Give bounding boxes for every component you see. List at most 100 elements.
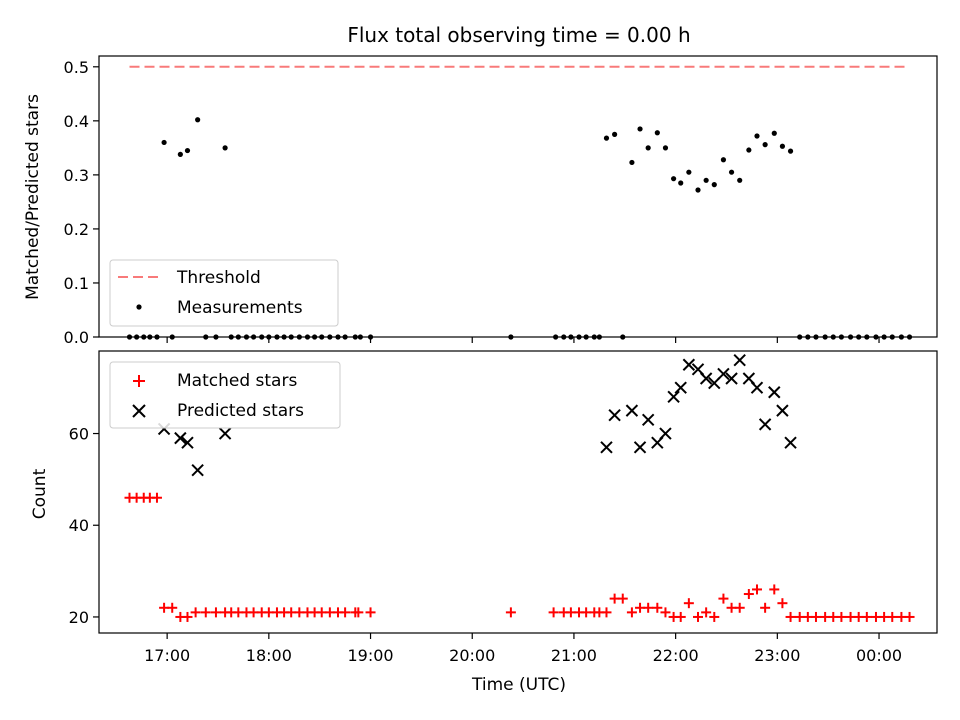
predicted-star-point [181,436,194,449]
predicted-star-point [733,353,746,367]
measurement-point [184,147,191,154]
predicted-star-point [625,404,639,417]
matched-star-point [601,607,612,618]
predicted-star-point [750,381,764,394]
y-tick-label: 0.2 [64,220,89,239]
count-y-axis-label: Count [30,468,50,519]
matched-star-point [626,607,637,618]
measurement-point [335,334,341,340]
measurement-point [213,334,219,340]
matched-star-point [353,607,364,618]
measurement-point [787,148,794,154]
matched-star-point [785,611,796,622]
matched-star-point [777,598,788,609]
measurement-point [288,334,294,340]
measurements-legend-label: Measurements [177,298,303,318]
ratio-legend: Threshold Measurements [109,259,339,327]
y-tick-label: 20 [69,608,89,627]
x-tick-label: 22:00 [653,646,699,665]
count-legend-box [109,361,341,429]
measurement-point [629,159,635,166]
matched-star-point [505,607,516,618]
matched-stars-legend-label: Matched stars [177,371,297,391]
measurement-point [797,334,803,340]
threshold-legend-label: Threshold [176,268,261,288]
measurement-point [728,169,735,175]
matched-star-point [760,602,771,613]
predicted-star-point [667,390,680,404]
measurement-point [754,133,760,139]
measurement-point [508,334,514,340]
measurement-point [235,334,241,340]
measurement-point [281,334,287,340]
measurement-point [296,334,302,340]
predicted-star-point [699,372,713,385]
measurement-point [654,130,660,136]
matched-star-point [887,611,898,622]
measurement-point [576,334,582,340]
measurement-point [838,334,845,340]
predicted-stars-legend-label: Predicted stars [177,401,304,421]
matched-star-point [210,607,221,618]
x-tick-label: 17:00 [144,646,190,665]
y-tick-label: 60 [69,425,89,444]
matched-star-point [810,611,821,622]
matched-star-point [190,607,201,618]
y-tick-label: 0.0 [64,328,89,347]
count-y-ticks: 20 40 60 [69,425,99,627]
measurement-point [703,177,709,183]
x-tick-label: 23:00 [754,646,800,665]
matched-star-point [751,584,762,595]
measurement-point [898,334,905,340]
measurement-point [847,334,854,340]
matched-star-point [652,602,663,613]
measurement-point [583,334,589,340]
measurement-point [889,334,895,340]
matched-stars-points [124,492,915,622]
predicted-star-point [633,441,647,454]
measurement-point [779,143,786,149]
measurement-point [319,334,325,340]
measurement-point [822,334,828,340]
predicted-star-point [674,381,687,394]
measurement-point [312,334,318,340]
y-tick-label: 0.4 [64,112,89,131]
measurement-point [561,334,567,340]
measurement-point [553,334,559,340]
measurement-point [195,117,201,123]
measurement-point [352,334,358,340]
matched-star-point [660,607,671,618]
measurement-point [304,334,311,340]
x-axis-label: Time (UTC) [471,675,566,695]
measurement-point [161,139,167,146]
measurement-point [805,334,811,340]
measurement-point [670,176,677,182]
x-tick-label: 18:00 [246,646,292,665]
predicted-star-point [725,372,738,385]
measurement-point [222,145,228,151]
y-tick-label: 0.5 [64,58,89,77]
matched-star-point [734,602,745,613]
measurement-point [746,147,752,153]
matched-star-point [675,611,686,622]
measurement-point [250,334,257,340]
measurement-point [906,334,913,340]
measurement-point [737,177,743,183]
predicted-star-point [608,408,621,422]
matched-star-point [683,598,694,609]
count-legend: Matched stars Predicted stars [109,361,341,429]
matched-star-point [340,607,351,618]
matched-star-point [718,593,729,604]
predicted-star-point [218,427,232,440]
measurement-point [169,334,175,340]
x-tick-label: 00:00 [856,646,902,665]
measurement-point [612,131,618,137]
measurement-point [813,334,819,340]
matched-star-point [200,607,211,618]
measurement-point [327,334,333,340]
measurement-point [881,334,887,340]
measurement-point [591,334,597,340]
measurement-point [678,180,684,186]
measurement-point [720,157,727,163]
